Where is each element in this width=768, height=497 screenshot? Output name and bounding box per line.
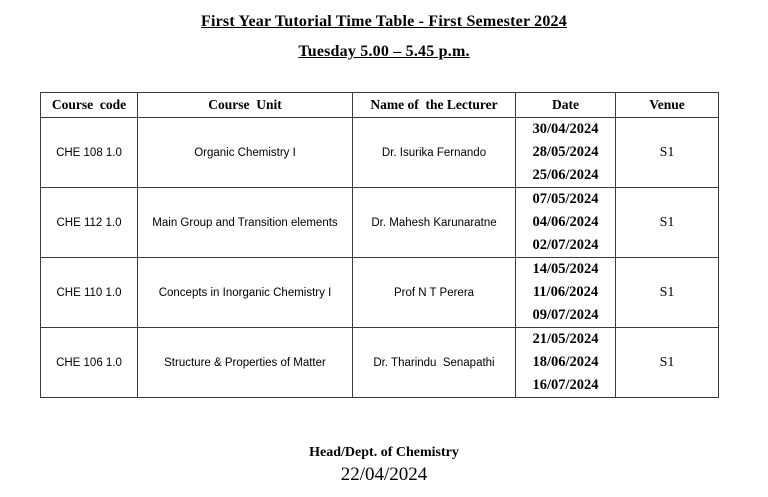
date-cell: 07/05/2024 04/06/2024 02/07/2024	[515, 187, 616, 258]
header-venue: Venue	[615, 92, 719, 118]
document-header: First Year Tutorial Time Table - First S…	[0, 0, 768, 61]
date-line: 14/05/2024	[532, 261, 599, 277]
date-cell: 30/04/2024 28/05/2024 25/06/2024	[515, 117, 616, 188]
course-code-cell: CHE 108 1.0	[40, 117, 138, 188]
date-line: 09/07/2024	[532, 307, 599, 323]
date-line: 02/07/2024	[532, 237, 599, 253]
date-line: 18/06/2024	[532, 354, 599, 370]
venue-cell: S1	[615, 187, 719, 258]
venue-cell: S1	[615, 257, 719, 328]
table-row: CHE 108 1.0 Organic Chemistry I Dr. Isur…	[40, 117, 719, 188]
table-row: CHE 106 1.0 Structure & Properties of Ma…	[40, 327, 719, 398]
date-line: 04/06/2024	[532, 214, 599, 230]
lecturer-cell: Dr. Isurika Fernando	[352, 117, 516, 188]
header-course-unit: Course Unit	[137, 92, 353, 118]
course-code-cell: CHE 106 1.0	[40, 327, 138, 398]
table-row: CHE 110 1.0 Concepts in Inorganic Chemis…	[40, 257, 719, 328]
date-cell: 21/05/2024 18/06/2024 16/07/2024	[515, 327, 616, 398]
course-code-cell: CHE 112 1.0	[40, 187, 138, 258]
date-line: 11/06/2024	[532, 284, 599, 300]
course-unit-cell: Concepts in Inorganic Chemistry I	[137, 257, 353, 328]
date-line: 07/05/2024	[532, 191, 599, 207]
timetable: Course code Course Unit Name of the Lect…	[40, 92, 719, 398]
document-title: First Year Tutorial Time Table - First S…	[201, 13, 567, 30]
course-code-cell: CHE 110 1.0	[40, 257, 138, 328]
header-course-code: Course code	[40, 92, 138, 118]
date-line: 28/05/2024	[532, 144, 599, 160]
date-line: 25/06/2024	[532, 167, 599, 183]
signature-title: Head/Dept. of Chemistry	[309, 445, 459, 460]
lecturer-cell: Dr. Mahesh Karunaratne	[352, 187, 516, 258]
lecturer-cell: Prof N T Perera	[352, 257, 516, 328]
date-line: 21/05/2024	[532, 331, 599, 347]
document-footer: Head/Dept. of Chemistry 22/04/2024	[0, 445, 768, 486]
lecturer-cell: Dr. Tharindu Senapathi	[352, 327, 516, 398]
signature-date: 22/04/2024	[340, 464, 428, 485]
table-row: CHE 112 1.0 Main Group and Transition el…	[40, 187, 719, 258]
venue-cell: S1	[615, 327, 719, 398]
date-line: 16/07/2024	[532, 377, 599, 393]
course-unit-cell: Structure & Properties of Matter	[137, 327, 353, 398]
document-subtitle: Tuesday 5.00 – 5.45 p.m.	[298, 43, 470, 60]
header-date: Date	[515, 92, 616, 118]
date-cell: 14/05/2024 11/06/2024 09/07/2024	[515, 257, 616, 328]
date-line: 30/04/2024	[532, 121, 599, 137]
venue-cell: S1	[615, 117, 719, 188]
course-unit-cell: Main Group and Transition elements	[137, 187, 353, 258]
table-header-row: Course code Course Unit Name of the Lect…	[40, 92, 719, 118]
header-lecturer: Name of the Lecturer	[352, 92, 516, 118]
course-unit-cell: Organic Chemistry I	[137, 117, 353, 188]
